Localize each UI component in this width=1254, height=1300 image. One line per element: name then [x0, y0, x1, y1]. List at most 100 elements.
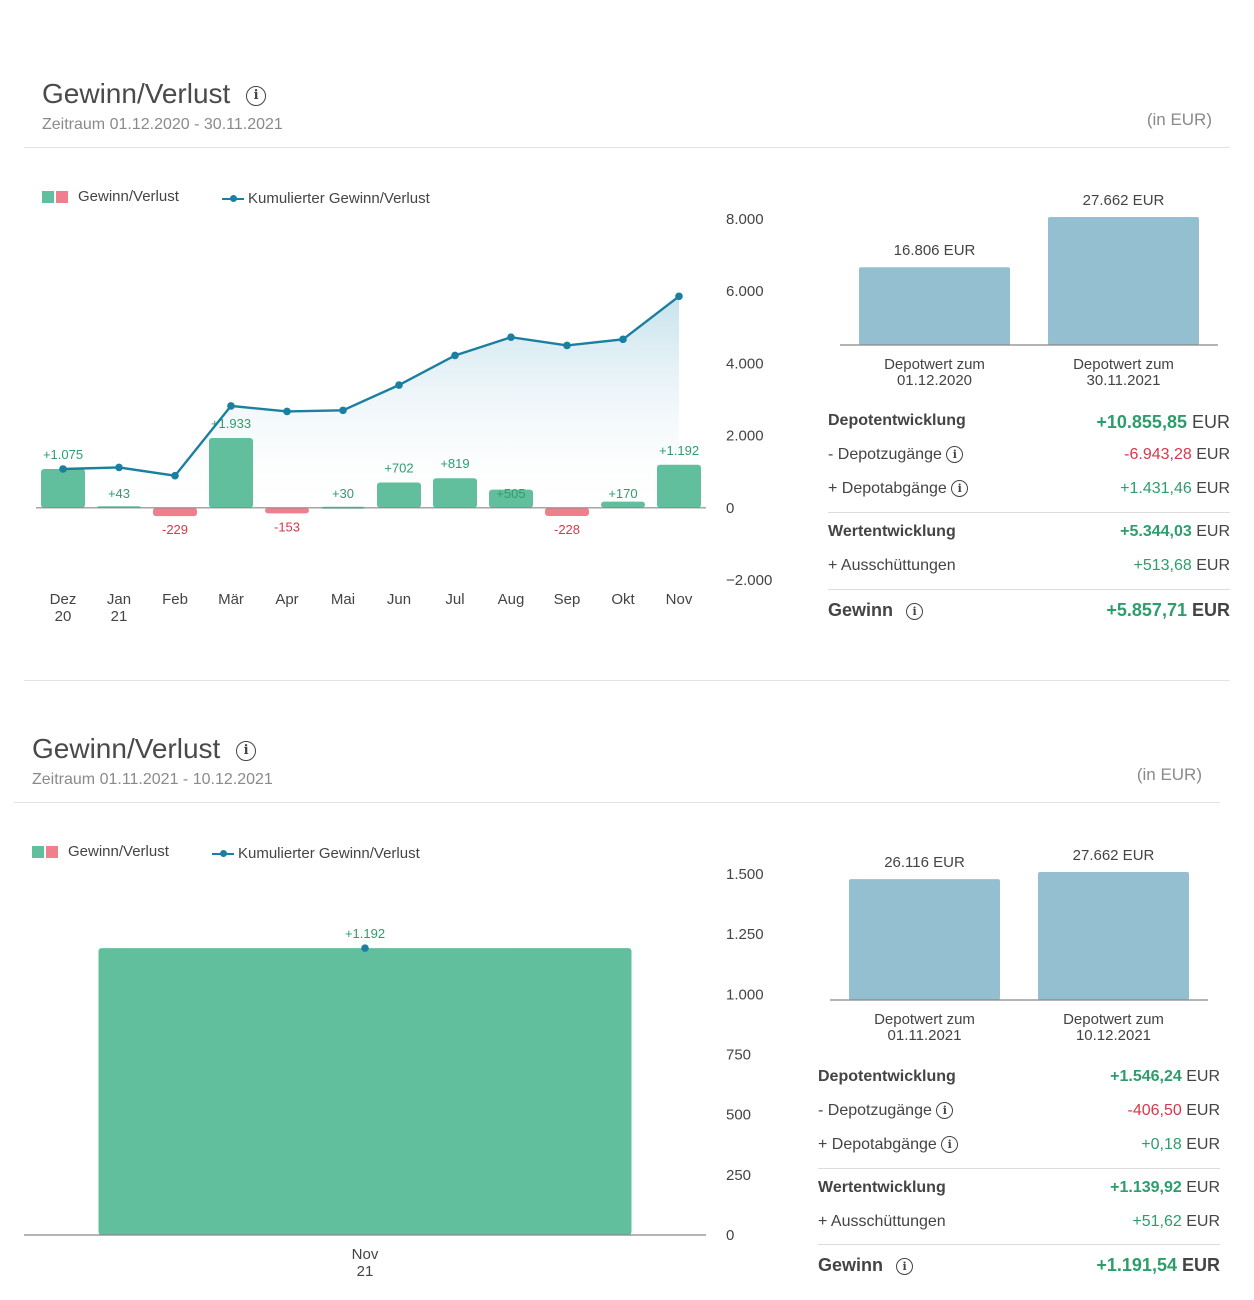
- profit-loss-chart: −2.000 0 2.000 4.000 6.000 8.000 +1.075 +43 -229…: [36, 211, 772, 625]
- info-icon[interactable]: i: [246, 85, 267, 106]
- positive-swatch: [42, 190, 54, 203]
- info-icon[interactable]: i: [951, 480, 969, 498]
- y-tick-label: 250: [726, 1167, 751, 1184]
- summary-divider: [828, 512, 1230, 513]
- bar: [98, 948, 632, 1235]
- cumulative-point: [283, 407, 291, 416]
- x-tick-label: Mär: [218, 591, 244, 608]
- bar-value-label: +505: [496, 486, 525, 501]
- bar: [601, 501, 645, 508]
- ausschuettungen-label: + Ausschüttungen: [818, 1213, 946, 1230]
- y-tick-label: 0: [726, 1227, 734, 1244]
- info-icon[interactable]: i: [936, 1102, 954, 1120]
- x-tick-label: Jan: [107, 591, 131, 608]
- x-tick-label: 21: [111, 608, 128, 625]
- ausschuettungen-label: + Ausschüttungen: [828, 557, 956, 574]
- y-tick-label: 750: [726, 1047, 751, 1064]
- x-tick-label: Jul: [445, 591, 464, 608]
- y-tick-label: 1.500: [726, 866, 764, 883]
- page-title: Gewinn/Verlust i: [42, 78, 267, 110]
- y-tick-label: 500: [726, 1107, 751, 1124]
- positive-swatch: [32, 845, 44, 858]
- bar-value-label: +30: [332, 486, 354, 501]
- negative-swatch: [46, 845, 58, 858]
- info-icon[interactable]: i: [906, 602, 924, 620]
- cumulative-point: [227, 402, 235, 410]
- header-divider: [24, 147, 1230, 148]
- x-tick-label: Feb: [162, 591, 188, 608]
- legend-line[interactable]: Kumulierter Gewinn/Verlust: [212, 845, 420, 862]
- x-tick-label: Nov: [666, 591, 693, 608]
- gewinn-value: +5.857,71: [1106, 600, 1187, 620]
- gewinn-value: +1.191,54: [1096, 1255, 1177, 1275]
- legend-line[interactable]: Kumulierter Gewinn/Verlust: [222, 190, 430, 207]
- cumulative-point: [115, 463, 123, 472]
- cumulative-area: [63, 296, 679, 508]
- y-tick-label: 8.000: [726, 211, 764, 228]
- legend-bars[interactable]: Gewinn/Verlust: [32, 843, 169, 860]
- wertentwicklung-label: Wertentwicklung: [818, 1179, 946, 1196]
- cumulative-point: [361, 944, 369, 952]
- cumulative-point: [171, 471, 179, 480]
- x-tick-label: 20: [55, 608, 72, 625]
- bar: [265, 507, 309, 514]
- info-icon[interactable]: i: [941, 1136, 959, 1154]
- wertentwicklung-label: Wertentwicklung: [828, 523, 956, 540]
- bar-value-label: +43: [108, 486, 130, 501]
- x-tick-label: Depotwert zum: [884, 356, 985, 373]
- header-divider: [14, 802, 1220, 803]
- cumulative-point: [619, 335, 627, 344]
- depot-bar-label: 26.116 EUR: [884, 854, 965, 871]
- x-tick-label: Dez: [50, 591, 77, 608]
- bar: [545, 507, 589, 517]
- summary-table: Depotentwicklung +10.855,85 EUR - Depotz…: [828, 412, 1230, 620]
- bar-value-label: +1.075: [43, 447, 83, 462]
- cumulative-point: [675, 292, 683, 301]
- bar-value-label: +819: [440, 456, 469, 471]
- depotentwicklung-value: +1.546,24: [1110, 1068, 1182, 1085]
- x-tick-label: 01.12.2020: [897, 372, 972, 389]
- depot-bar: [1048, 217, 1199, 345]
- x-tick-label: Depotwert zum: [1063, 1011, 1164, 1028]
- bar: [433, 478, 477, 508]
- bar-value-label: +170: [608, 486, 637, 501]
- summary-table: Depotentwicklung +1.546,24 EUR - Depotzu…: [818, 1068, 1220, 1275]
- depot-bar: [849, 879, 1000, 1000]
- x-tick-label: 01.11.2021: [888, 1027, 962, 1044]
- wertentwicklung-value: +1.139,92: [1110, 1179, 1182, 1196]
- depotentwicklung-label: Depotentwicklung: [828, 412, 966, 429]
- y-tick-label: −2.000: [726, 572, 772, 589]
- info-icon[interactable]: i: [236, 740, 257, 761]
- x-tick-label: Depotwert zum: [1073, 356, 1174, 373]
- x-tick-label: Okt: [611, 591, 635, 608]
- y-tick-label: 0: [726, 500, 734, 517]
- info-icon[interactable]: i: [946, 446, 964, 464]
- line-marker-icon: [212, 849, 234, 857]
- depotentwicklung-value: +10.855,85: [1096, 412, 1187, 432]
- ausschuettungen-value: +513,68: [1133, 557, 1192, 574]
- depotabgaenge-value: +1.431,46: [1120, 480, 1192, 497]
- line-marker-icon: [222, 194, 244, 202]
- summary-divider: [828, 589, 1230, 590]
- y-tick-label: 4.000: [726, 355, 764, 372]
- cumulative-point: [395, 381, 403, 389]
- bar-value-label: -228: [554, 522, 580, 537]
- x-tick-label: 10.12.2021: [1076, 1027, 1151, 1044]
- cumulative-point: [59, 465, 67, 473]
- bar-value-label: +1.192: [659, 443, 699, 458]
- depotabgaenge-label: + Depotabgänge: [818, 1136, 937, 1153]
- y-tick-label: 1.250: [726, 926, 764, 943]
- unit-label: (in EUR): [1146, 110, 1212, 129]
- bar: [489, 489, 533, 508]
- bar: [41, 468, 85, 508]
- info-icon[interactable]: i: [896, 1257, 914, 1275]
- x-tick-label: 21: [357, 1263, 374, 1280]
- bar-value-label: -229: [162, 522, 188, 537]
- ausschuettungen-value: +51,62: [1132, 1213, 1182, 1230]
- depot-bar-label: 27.662 EUR: [1083, 192, 1165, 209]
- gewinn-label: Gewinn: [828, 600, 894, 620]
- cumulative-line: [62, 295, 680, 477]
- legend-bars[interactable]: Gewinn/Verlust: [42, 188, 179, 205]
